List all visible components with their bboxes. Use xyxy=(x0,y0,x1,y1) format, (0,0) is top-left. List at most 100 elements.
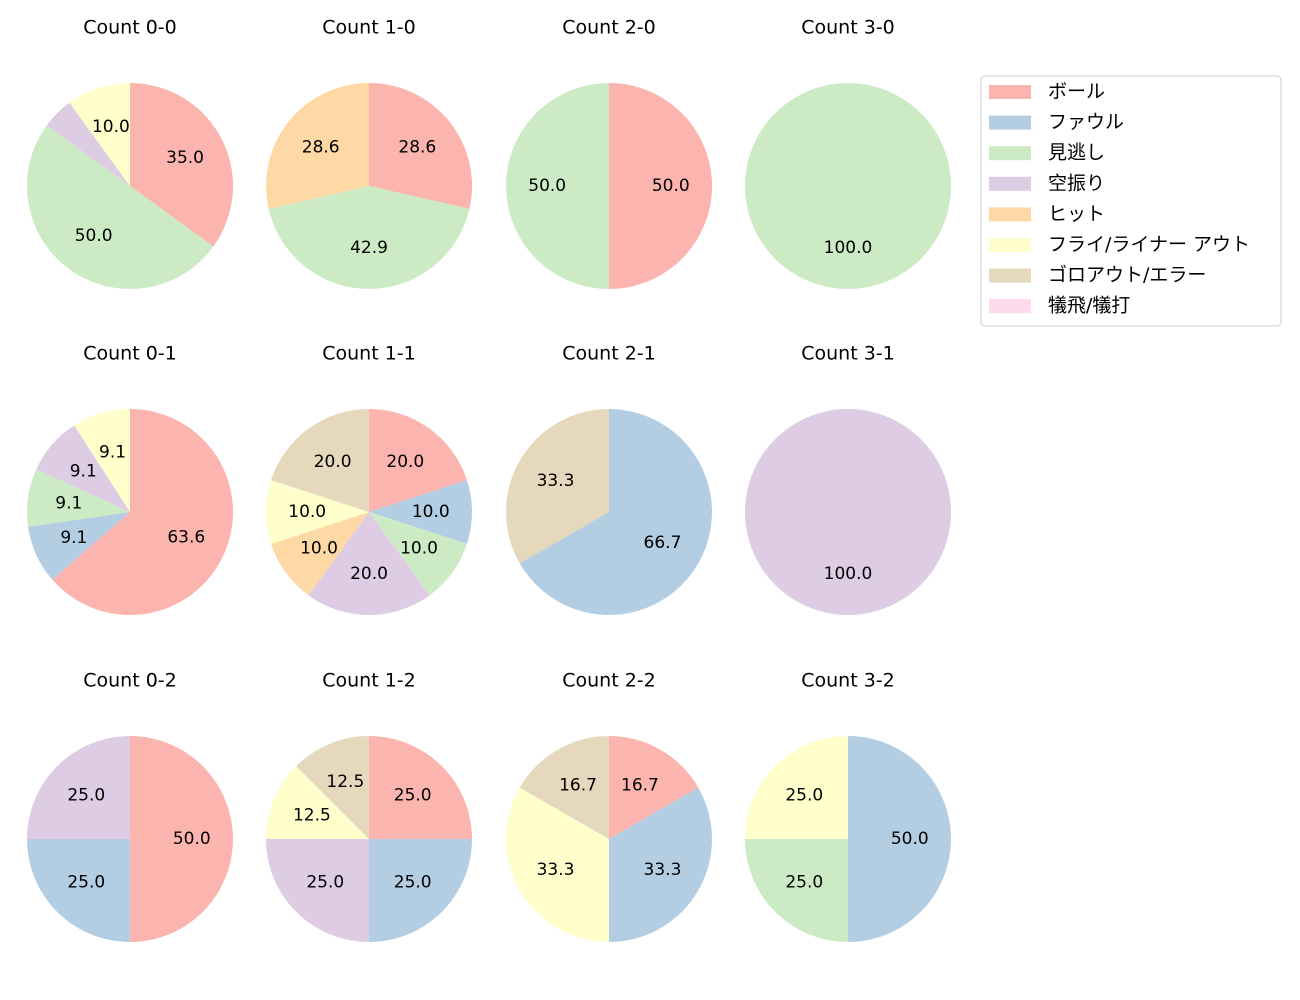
pie-slice xyxy=(745,839,848,942)
pie-title: Count 1-2 xyxy=(322,670,416,692)
pie-slice xyxy=(130,736,233,942)
pie-slice xyxy=(609,787,713,942)
value-label: 9.1 xyxy=(55,493,82,513)
pie-slice xyxy=(369,736,472,839)
value-label: 25.0 xyxy=(785,785,823,805)
value-label: 35.0 xyxy=(166,148,204,168)
pie-title: Count 2-2 xyxy=(562,670,656,692)
pie-slice xyxy=(26,469,131,527)
value-label: 50.0 xyxy=(173,829,211,849)
value-label: 10.0 xyxy=(300,538,338,558)
value-label: 12.5 xyxy=(326,772,364,792)
value-label: 10.0 xyxy=(92,117,130,137)
value-label: 16.7 xyxy=(621,776,659,796)
value-label: 20.0 xyxy=(314,452,352,472)
pie-slice xyxy=(609,736,699,839)
legend-swatch xyxy=(989,146,1031,161)
pie-slice xyxy=(27,839,130,942)
legend-swatch xyxy=(989,299,1031,314)
pie-slice xyxy=(745,409,951,615)
legend-swatch xyxy=(989,85,1031,99)
value-label: 66.7 xyxy=(644,533,682,553)
legend-swatch xyxy=(989,207,1031,222)
pie-slice xyxy=(271,512,369,596)
value-label: 33.3 xyxy=(537,471,575,491)
pie-title: Count 2-1 xyxy=(562,343,656,365)
value-label: 9.1 xyxy=(60,528,87,548)
legend-label: 空振り xyxy=(1048,172,1105,194)
pie-title: Count 0-1 xyxy=(83,343,177,365)
pie-slice xyxy=(609,83,712,289)
pie-slice xyxy=(848,736,951,942)
pie-slice xyxy=(27,125,214,289)
legend-label: ボール xyxy=(1048,81,1105,103)
pie-slice xyxy=(369,512,467,596)
pie-title: Count 1-1 xyxy=(322,343,416,365)
pie-slice xyxy=(52,409,233,615)
pie-slice xyxy=(27,736,130,839)
pie-slice xyxy=(506,83,609,289)
pie-slice xyxy=(369,480,472,544)
pie-title: Count 0-2 xyxy=(83,670,177,692)
pie-slice xyxy=(369,839,472,942)
pie-title: Count 3-1 xyxy=(801,343,895,365)
pie-slice xyxy=(505,787,609,942)
value-label: 25.0 xyxy=(306,873,344,893)
pie-slice xyxy=(369,409,467,512)
value-label: 9.1 xyxy=(70,462,97,482)
pie-slice xyxy=(745,736,848,839)
pie-slice xyxy=(130,83,233,247)
pie-slice xyxy=(296,736,369,839)
value-label: 63.6 xyxy=(167,528,205,548)
value-label: 20.0 xyxy=(386,452,424,472)
value-label: 50.0 xyxy=(891,829,929,849)
pie-slice xyxy=(266,83,369,209)
legend-label: ヒット xyxy=(1048,203,1105,225)
value-label: 100.0 xyxy=(824,238,873,258)
value-label: 16.7 xyxy=(559,776,597,796)
legend-box xyxy=(980,75,1282,327)
pie-slice xyxy=(266,480,369,544)
value-label: 50.0 xyxy=(652,176,690,196)
legend-label: 見逃し xyxy=(1048,142,1105,164)
value-label: 25.0 xyxy=(394,785,432,805)
value-label: 100.0 xyxy=(824,564,873,584)
pie-slice xyxy=(74,409,130,512)
pie-slice xyxy=(308,512,430,615)
pie-slice xyxy=(266,839,369,942)
pie-slice xyxy=(69,83,130,186)
value-label: 28.6 xyxy=(398,137,436,157)
pie-slice xyxy=(28,512,130,580)
legend-label: フライ/ライナー アウト xyxy=(1048,234,1250,256)
legend-swatch xyxy=(989,176,1031,191)
value-label: 50.0 xyxy=(75,226,113,246)
legend-swatch xyxy=(989,115,1031,130)
value-label: 50.0 xyxy=(528,176,566,196)
pie-slice xyxy=(369,83,472,209)
pie-slice xyxy=(519,409,712,615)
value-label: 25.0 xyxy=(785,873,823,893)
value-label: 28.6 xyxy=(302,137,340,157)
pie-title: Count 1-0 xyxy=(322,17,416,39)
pie-title: Count 2-0 xyxy=(562,17,656,39)
pie-title: Count 3-2 xyxy=(801,670,895,692)
value-label: 25.0 xyxy=(67,873,105,893)
pie-slice xyxy=(36,425,130,512)
pie-slice xyxy=(506,409,609,564)
value-label: 20.0 xyxy=(350,564,388,584)
pie-slice xyxy=(268,186,470,289)
value-label: 10.0 xyxy=(412,502,450,522)
value-label: 25.0 xyxy=(67,785,105,805)
pie-slice xyxy=(745,83,951,289)
value-label: 9.1 xyxy=(99,443,126,463)
legend-label: 犠飛/犠打 xyxy=(1048,295,1130,317)
legend-label: ゴロアウト/エラー xyxy=(1048,264,1206,286)
value-label: 33.3 xyxy=(537,860,575,880)
value-label: 25.0 xyxy=(394,873,432,893)
value-label: 42.9 xyxy=(350,238,388,258)
legend-swatch xyxy=(989,238,1031,252)
pie-title: Count 0-0 xyxy=(83,17,177,39)
pie-title: Count 3-0 xyxy=(801,17,895,39)
pie-slice xyxy=(271,409,369,512)
legend-label: ファウル xyxy=(1048,111,1124,133)
